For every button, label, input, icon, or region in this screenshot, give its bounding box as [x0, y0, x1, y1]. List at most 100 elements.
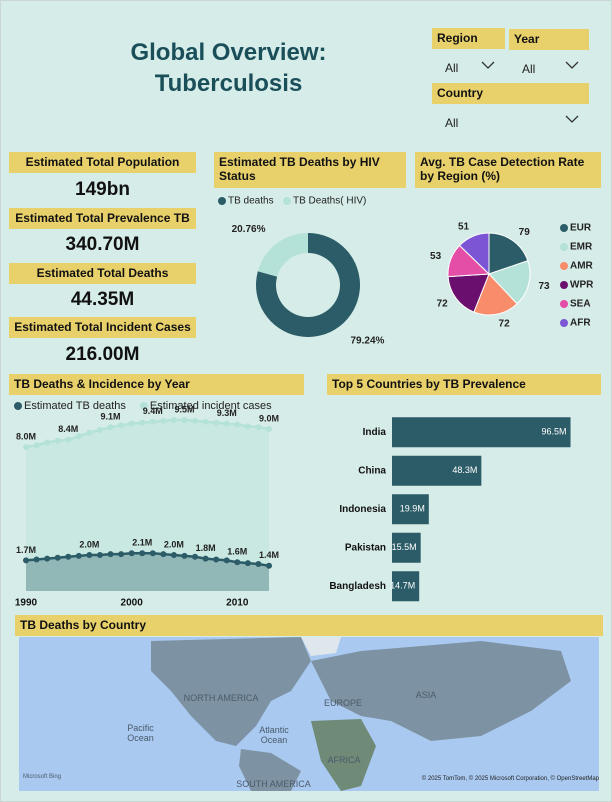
y-tick-label: Bangladesh: [329, 581, 386, 592]
chart-title: Estimated TB Deaths by HIV Status: [214, 152, 406, 188]
data-label: 15.5M: [392, 542, 417, 552]
kpi-value: 149bn: [75, 179, 130, 200]
data-label: 2.0M: [164, 539, 184, 549]
bar: [392, 571, 420, 602]
y-tick-label: China: [358, 465, 386, 476]
legend-marker: [560, 300, 568, 308]
point: [213, 556, 220, 563]
map-land: [301, 637, 341, 656]
point: [244, 423, 251, 430]
point: [75, 552, 82, 559]
point: [266, 562, 272, 569]
kpi-value: 340.70M: [65, 234, 140, 255]
data-label: 73: [538, 281, 550, 292]
data-label: 9.1M: [101, 412, 121, 422]
point: [86, 552, 93, 558]
data-label: 96.5M: [542, 427, 567, 437]
data-label: 53: [430, 251, 442, 262]
point: [202, 418, 209, 425]
bar: [392, 455, 482, 486]
map-label: NORTH AMERICA: [183, 693, 259, 703]
legend-marker: [560, 243, 568, 251]
point: [33, 556, 40, 563]
legend-label: TB Deaths( HIV): [293, 196, 366, 207]
kpi-label: Estimated Total Population: [9, 152, 196, 173]
point: [234, 559, 241, 566]
point: [54, 437, 61, 444]
point: [128, 550, 135, 557]
filter-value[interactable]: All: [522, 62, 536, 76]
area: [26, 420, 269, 591]
data-label: 2.0M: [79, 539, 99, 549]
x-tick-label: 1990: [15, 598, 38, 609]
point: [244, 560, 251, 567]
x-tick-label: 2010: [226, 598, 249, 609]
map-land: [311, 719, 376, 791]
point: [139, 419, 146, 426]
kpi-label: Estimated Total Incident Cases: [9, 317, 196, 338]
data-label: 14.7M: [390, 581, 415, 591]
bar: [392, 494, 429, 525]
y-tick-label: India: [363, 427, 387, 438]
page-title: Global Overview: Tuberculosis: [130, 39, 327, 97]
point: [181, 552, 188, 559]
legend-label: WPR: [570, 280, 594, 291]
point: [234, 421, 241, 428]
filter-value[interactable]: All: [445, 116, 459, 130]
legend-marker: [560, 224, 568, 232]
map-land: [151, 637, 311, 746]
data-label: 1.4M: [259, 550, 279, 560]
chevron[interactable]: [565, 115, 579, 123]
point: [65, 553, 72, 560]
map-label: Pacific Ocean: [127, 723, 154, 743]
point: [181, 417, 188, 423]
data-label: 72: [499, 319, 511, 330]
data-label: 51: [458, 222, 470, 233]
chart-title: Avg. TB Case Detection Rate by Region (%…: [415, 152, 601, 188]
legend-label: EUR: [570, 223, 592, 234]
point: [223, 420, 230, 427]
point: [149, 418, 156, 425]
legend-marker: [560, 262, 568, 270]
data-label: 79.24%: [350, 335, 384, 346]
data-label: 9.5M: [174, 404, 194, 414]
map-attribution: © 2025 TomTom, © 2025 Microsoft Corporat…: [421, 776, 599, 782]
legend-label: Estimated incident cases: [150, 400, 272, 412]
legend-label: SEA: [570, 299, 591, 310]
point: [255, 424, 262, 431]
point: [255, 561, 262, 567]
slice: [447, 273, 490, 313]
area: [26, 553, 269, 591]
point: [223, 557, 230, 564]
filter-label: Country: [432, 83, 589, 104]
filter-value[interactable]: All: [445, 61, 459, 75]
legend-label: TB deaths: [228, 196, 274, 207]
chevron[interactable]: [481, 61, 495, 69]
filter-label: Year: [509, 29, 589, 50]
point: [170, 552, 177, 558]
map-label: Atlantic Ocean: [259, 725, 289, 745]
legend-marker: [14, 402, 22, 410]
filter-label: Region: [432, 28, 505, 49]
kpi-value: 44.35M: [70, 289, 135, 310]
map-label: ASIA: [415, 690, 437, 700]
point: [44, 439, 51, 446]
data-label: 48.3M: [452, 465, 477, 475]
point: [139, 550, 146, 557]
legend-marker: [139, 402, 148, 410]
point: [266, 426, 272, 432]
chevron[interactable]: [565, 61, 579, 69]
point: [65, 436, 72, 443]
map-land: [239, 749, 301, 791]
slice: [458, 232, 490, 276]
legend-marker: [560, 319, 568, 327]
point: [149, 550, 156, 557]
point: [23, 557, 29, 564]
chart-title: TB Deaths & Incidence by Year: [9, 374, 304, 395]
point: [33, 442, 40, 449]
kpi-label: Estimated Total Deaths: [9, 263, 196, 284]
map-label: AFRICA: [327, 755, 361, 765]
map-label: SOUTH AMERICA: [236, 779, 311, 789]
